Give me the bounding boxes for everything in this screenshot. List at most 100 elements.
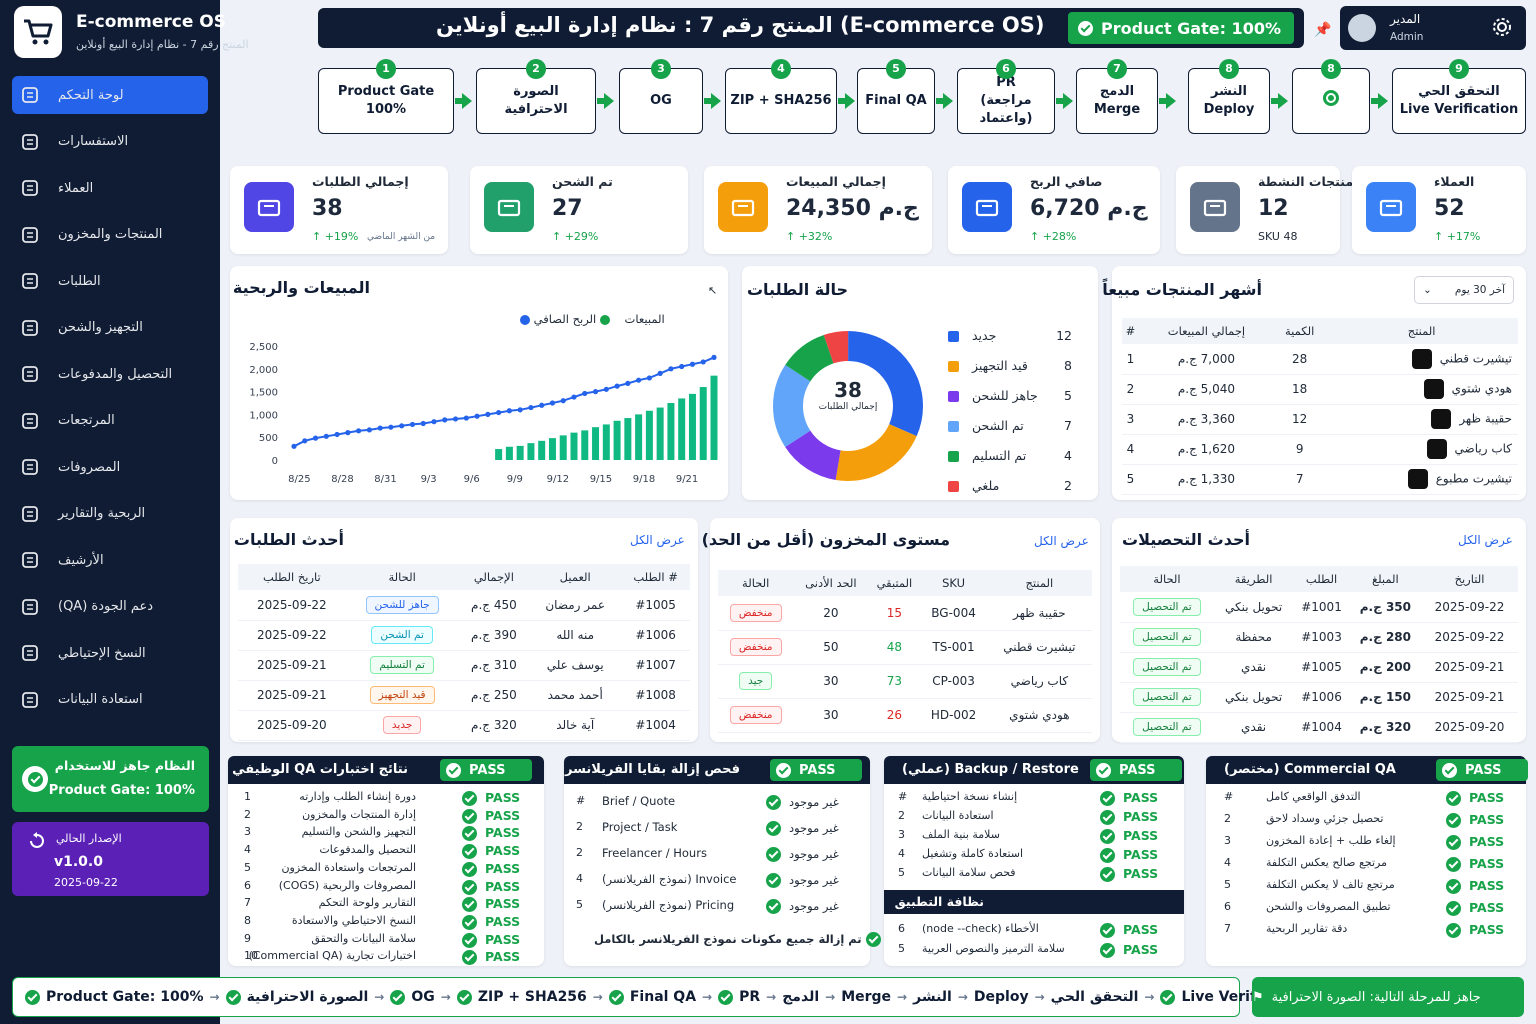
qa-row-text: سلامة البيانات والتحقق: [311, 931, 416, 945]
qa-row-text: اختبارات تجارية (Commercial QA): [248, 949, 416, 963]
stock-view-all[interactable]: عرض الكل: [1034, 534, 1089, 548]
sidebar-item-10[interactable]: الأرشيف: [12, 541, 208, 579]
qa-row-text: المصروفات والربحية (COGS): [278, 878, 416, 892]
table-row[interactable]: منخفض 20 15 BG-004 حقيبة ظهر: [718, 596, 1092, 631]
check-icon: [1446, 923, 1461, 938]
cursor-icon: ↖: [708, 284, 718, 297]
status-count: 2: [1064, 478, 1072, 493]
pipeline-step-3[interactable]: 3 OG: [619, 59, 703, 134]
legend-swatch: [948, 481, 959, 492]
sidebar-item-11[interactable]: دعم الجودة (QA): [12, 588, 208, 626]
table-row[interactable]: منخفض 50 48 TS-001 تيشيرت قطني: [718, 630, 1092, 665]
sidebar-item-3[interactable]: المنتجات والمخزون: [12, 216, 208, 254]
qa-row-text: سلامة الترميز والنصوص العربية: [922, 942, 1065, 955]
status-cell: تم التحصيل: [1120, 622, 1214, 653]
qa-row: 5 Pricing (نموذج الفريلانسر) غير موجود: [564, 898, 870, 916]
segment-label: Merge: [841, 989, 892, 1005]
period-select[interactable]: ⌄ آخر 30 يوم: [1414, 276, 1514, 304]
pipeline-step-5[interactable]: 5 Final QA: [857, 59, 935, 134]
pipeline-step-9[interactable]: 8: [1292, 59, 1370, 134]
segment-label: النشر: [913, 989, 952, 1005]
qa-row-number: 6: [898, 922, 905, 935]
pass-result: غير موجود: [766, 820, 839, 836]
rank: 5: [1122, 464, 1139, 495]
freelancer-check-header: PASS فحص إزالة بقايا الفريلانسر: [564, 756, 870, 784]
version-icon: [26, 830, 48, 852]
next-stage-button[interactable]: جاهز للمرحلة التالية: الصورة الاحترافية …: [1252, 977, 1524, 1017]
pass-result: PASS: [462, 879, 520, 895]
pipeline-step-1[interactable]: 1 Product Gate 100%: [318, 59, 454, 134]
order-id: #1006: [1293, 682, 1350, 713]
pass-label: PASS: [1123, 828, 1159, 843]
table-row[interactable]: 2025-09-20 جديد 320 ج.م آية خالد #1004: [238, 710, 690, 741]
table-row[interactable]: تم التحصيل محفظة #1003 280 ج.م 2025-09-22: [1120, 622, 1518, 653]
amount: 150 ج.م: [1349, 682, 1421, 713]
qa-row: 5 فحص سلامة البيانات PASS: [884, 866, 1184, 884]
kpi-title: إجمالي المبيعات: [786, 174, 886, 189]
pass-label: PASS: [1469, 812, 1505, 827]
pipeline-step-2[interactable]: 2 الصورة الاحترافية: [476, 59, 596, 134]
column-header: الطلب: [1293, 566, 1350, 592]
backup-restore-panel: PASS Backup / Restore (عملي) # إنشاء نسخة…: [884, 756, 1184, 966]
total-sales: 1,330 ج.م: [1138, 464, 1275, 495]
table-row[interactable]: 2025-09-21 تم التسليم 310 ج.م يوسف علي #1007: [238, 650, 690, 681]
table-row[interactable]: 2025-09-21 قيد التجهيز 250 ج.م أحمد محمد #10…: [238, 680, 690, 711]
pipeline-step-6[interactable]: 6 PR (مراجعة واعتماد): [957, 59, 1055, 134]
user-menu[interactable]: المدير Admin: [1340, 6, 1526, 50]
legend-sales-label: المبيعات: [624, 312, 665, 326]
table-row[interactable]: 3 3,360 ج.م 12 حقيبة ظهر: [1122, 404, 1518, 435]
box-icon: [1190, 182, 1240, 232]
sidebar-item-4[interactable]: الطلبات: [12, 262, 208, 300]
product-name: كاب رياضي: [986, 664, 1092, 699]
qa-row-text: إلغاء طلب + إعادة المخزون: [1266, 834, 1396, 847]
legend-swatch: [948, 391, 959, 402]
table-row[interactable]: 2025-09-22 تم الشحن 390 ج.م منه الله #1006: [238, 620, 690, 651]
table-row[interactable]: تم التحصيل تحويل بنكي #1001 350 ج.م 2025-09-…: [1120, 592, 1518, 623]
status-badge: جاهز للشحن: [365, 595, 439, 614]
table-row[interactable]: 5 1,330 ج.م 7 تيشيرت مطبوع: [1122, 464, 1518, 495]
return-icon: [20, 411, 40, 431]
pin-icon[interactable]: 📌: [1314, 22, 1332, 38]
customer-name: منه الله: [529, 620, 622, 651]
sidebar-item-7[interactable]: المرتجعات: [12, 402, 208, 440]
sidebar-item-2[interactable]: العملاء: [12, 169, 208, 207]
pipeline-step-7[interactable]: 7 الدمج Merge: [1076, 59, 1158, 134]
sidebar-item-13[interactable]: استعادة البيانات: [12, 681, 208, 719]
table-row[interactable]: تم التحصيل نقدي #1004 320 ج.م 2025-09-20: [1120, 712, 1518, 743]
profit-bar: [602, 424, 610, 460]
pipeline-step-4[interactable]: 4 ZIP + SHA256: [725, 59, 837, 134]
table-row[interactable]: 2 5,040 ج.م 18 هودي شتوي: [1122, 374, 1518, 405]
sidebar-item-9[interactable]: الربحية والتقارير: [12, 495, 208, 533]
table-row[interactable]: 4 1,620 ج.م 9 كاب رياضي: [1122, 434, 1518, 465]
table-row[interactable]: جيد 30 73 CP-003 كاب رياضي: [718, 664, 1092, 699]
sidebar-item-8[interactable]: المصروفات: [12, 448, 208, 486]
qa-row-text: استعادة كاملة وتشغيل: [922, 847, 1024, 860]
arrow-right-icon: [936, 93, 953, 109]
sidebar-item-0[interactable]: لوحة التحكم: [12, 76, 208, 114]
pass-label: PASS: [485, 931, 521, 947]
sidebar-item-6[interactable]: التحصيل والمدفوعات: [12, 355, 208, 393]
x-tick-label: 9/12: [547, 474, 569, 485]
table-row[interactable]: 2025-09-22 جاهز للشحن 450 ج.م عمر رمضان #100…: [238, 590, 690, 621]
qa-row: 6 المصروفات والربحية (COGS) PASS: [228, 879, 544, 897]
table-row[interactable]: 1 7,000 ج.م 28 تيشيرت قطني: [1122, 344, 1518, 375]
pipeline-step-10[interactable]: 9 التحقق الحي Live Verification: [1392, 59, 1526, 134]
recent-orders-view-all[interactable]: عرض الكل: [630, 533, 685, 547]
shirt-icon: [1423, 379, 1444, 399]
table-row[interactable]: تم التحصيل تحويل بنكي #1006 150 ج.م 2025-09-…: [1120, 682, 1518, 713]
sales-point: [603, 386, 609, 392]
qa-row: 7 التقارير ولوحة التحكم PASS: [228, 896, 544, 914]
column-header: العميل: [529, 564, 622, 590]
sidebar-item-12[interactable]: النسخ الإحتياطي: [12, 634, 208, 672]
status-badge: جديد: [382, 716, 422, 734]
status-label: تم التسليم: [972, 448, 1027, 463]
x-tick-label: 9/18: [633, 474, 655, 485]
collections-view-all[interactable]: عرض الكل: [1458, 533, 1513, 547]
pipeline-step-8[interactable]: 8 النشر Deploy: [1188, 59, 1270, 134]
table-row[interactable]: تم التحصيل نقدي #1005 200 ج.م 2025-09-21: [1120, 652, 1518, 683]
sidebar-item-1[interactable]: الاستفسارات: [12, 123, 208, 161]
pipeline-status-bar: Product Gate: 100% → الصورة الاحترافية → OG →…: [12, 977, 1309, 1017]
table-row[interactable]: منخفض 30 26 HD-002 هودي شتوي: [718, 698, 1092, 733]
sidebar-item-5[interactable]: التجهيز والشحن: [12, 309, 208, 347]
gear-icon[interactable]: [1492, 17, 1512, 37]
